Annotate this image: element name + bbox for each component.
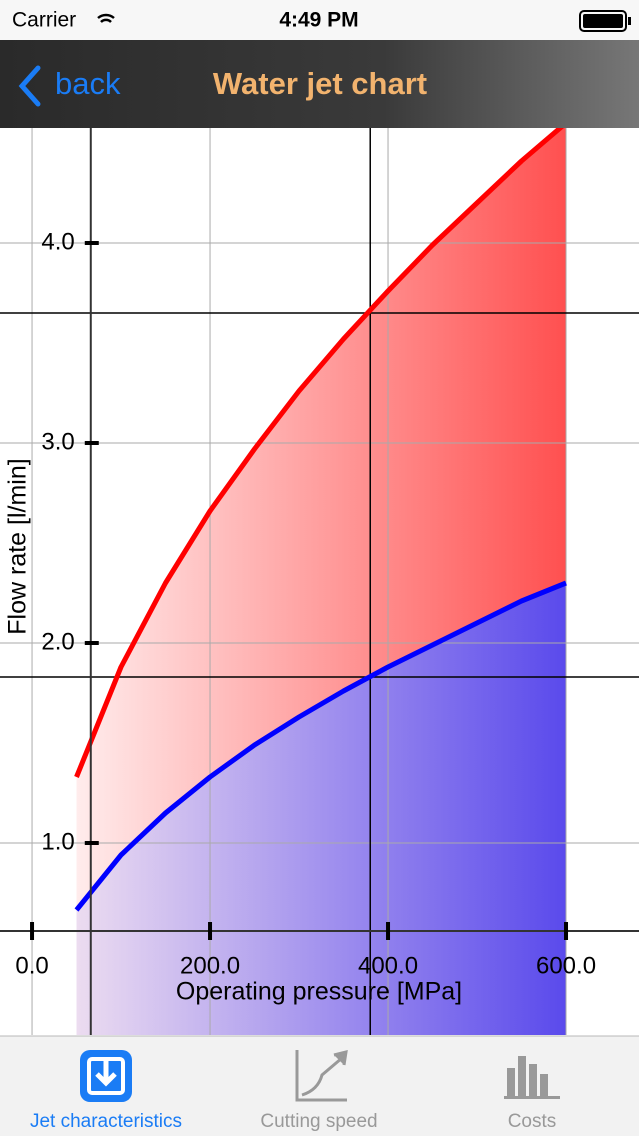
area — [76, 583, 566, 1035]
y-axis-label: Flow rate [l/min] — [4, 458, 32, 634]
nav-title: Water jet chart — [213, 66, 427, 101]
tab-label[interactable]: Jet characteristics — [30, 1111, 182, 1132]
tab-icon — [504, 1056, 560, 1099]
y-tick-label: 2.0 — [41, 628, 74, 655]
tab-label[interactable]: Costs — [508, 1111, 557, 1132]
carrier: Carrier — [12, 9, 76, 32]
plot: 1.0 2.0 3.0 4.0 0.0 200.0 400.0 600.0 Operating … — [0, 128, 639, 1035]
nav-bar — [0, 40, 639, 128]
x-tick-label: 400.0 — [358, 952, 418, 979]
tab-icon — [295, 1049, 348, 1102]
y-tick-label: 4.0 — [41, 228, 74, 255]
back-button[interactable]: back — [55, 66, 121, 101]
y-tick-label: 3.0 — [41, 428, 74, 455]
x-tick-label: 600.0 — [536, 952, 596, 979]
y-tick-label: 1.0 — [41, 828, 74, 855]
back-chevron[interactable] — [18, 65, 41, 107]
x-tick-label: 200.0 — [180, 952, 240, 979]
wifi — [97, 13, 115, 23]
battery — [579, 10, 631, 32]
x-axis-label: Operating pressure [MPa] — [176, 978, 462, 1006]
tab-label[interactable]: Cutting speed — [260, 1111, 377, 1132]
x-tick-label: 0.0 — [15, 952, 48, 979]
line — [74, 580, 567, 912]
tab-icon — [80, 1050, 132, 1102]
time: 4:49 PM — [279, 9, 358, 32]
line — [74, 128, 564, 778]
